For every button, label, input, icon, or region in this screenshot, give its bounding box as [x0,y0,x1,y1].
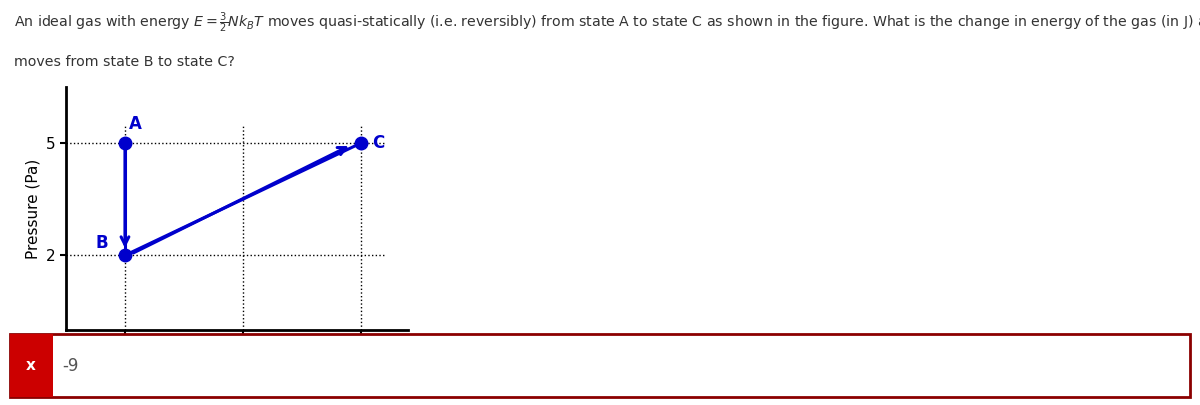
Text: A: A [128,115,142,133]
Y-axis label: Pressure (Pa): Pressure (Pa) [25,158,41,259]
Text: An ideal gas with energy $E = \frac{3}{2}Nk_BT$ moves quasi-statically (i.e. rev: An ideal gas with energy $E = \frac{3}{2… [14,10,1200,34]
Text: B: B [96,234,108,252]
Text: moves from state B to state C?: moves from state B to state C? [14,55,235,69]
Text: x: x [26,358,36,373]
Text: -9: -9 [62,356,79,375]
X-axis label: Volume (m³): Volume (m³) [180,361,294,379]
Text: C: C [373,134,385,152]
